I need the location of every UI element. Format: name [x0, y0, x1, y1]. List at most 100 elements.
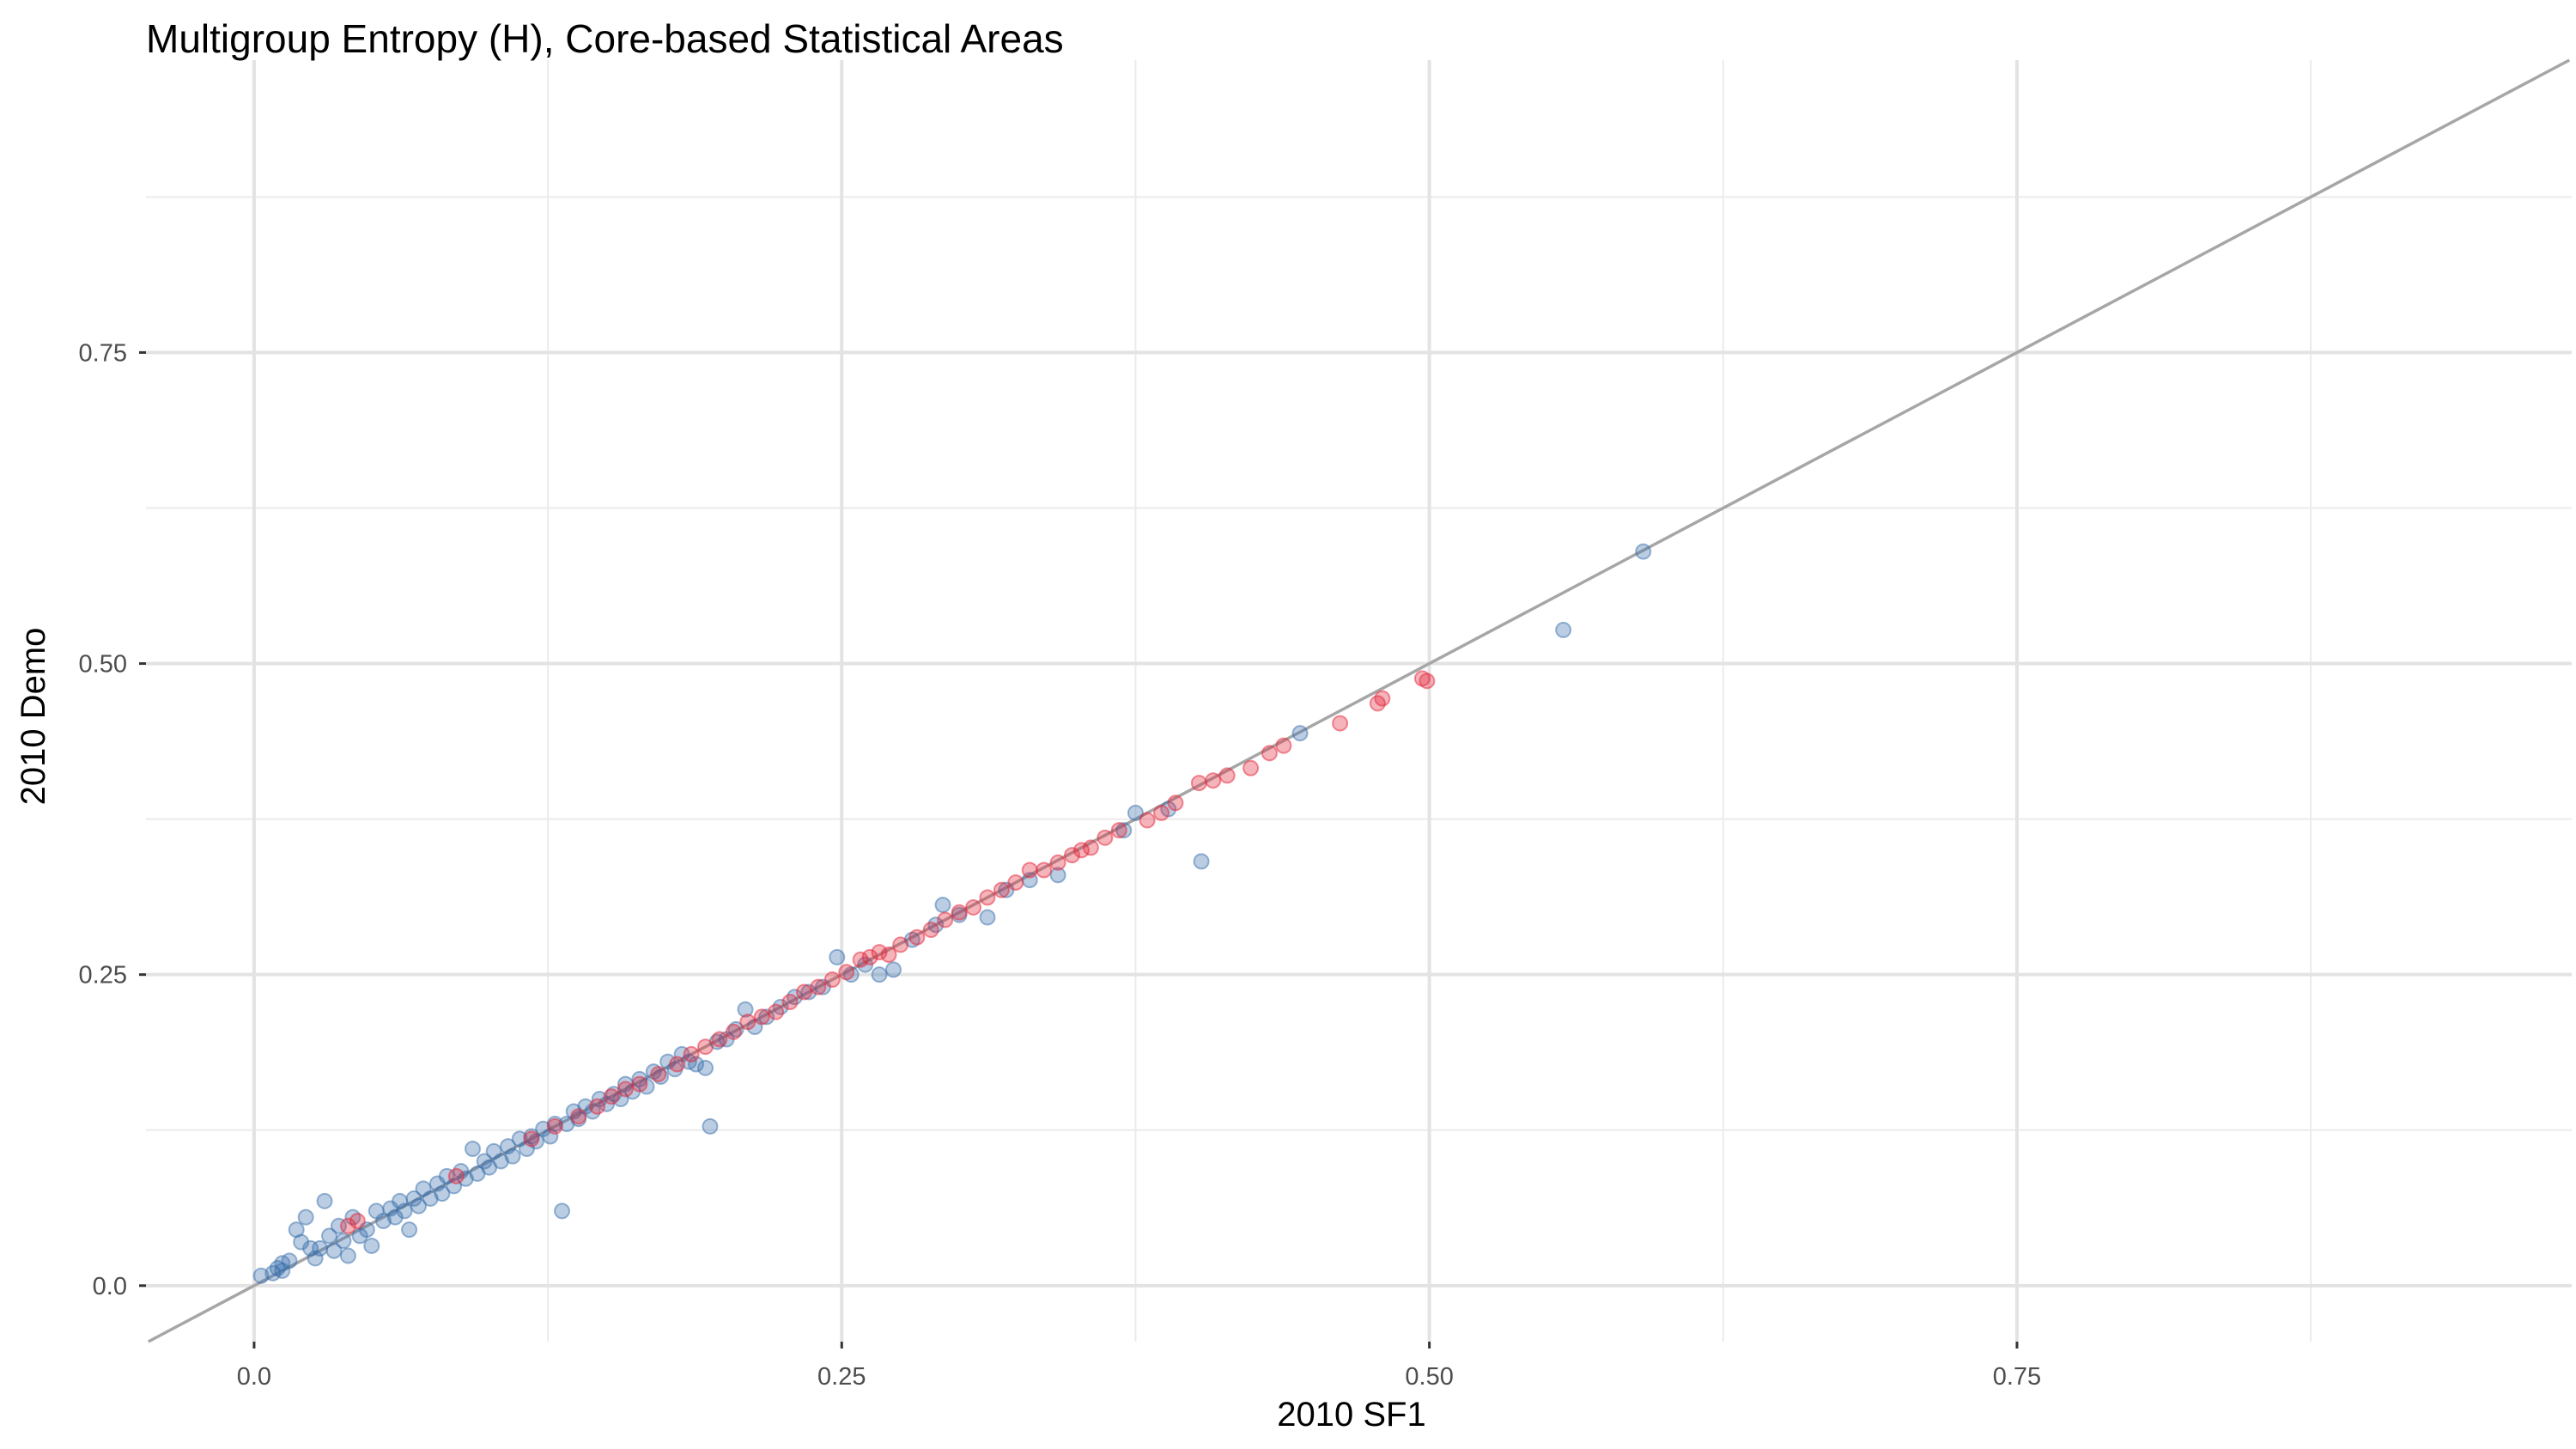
data-point-series-1: [1635, 543, 1652, 560]
data-point-series-2: [617, 1081, 634, 1098]
data-point-series-2: [1021, 861, 1038, 879]
data-point-series-2: [1153, 804, 1170, 821]
data-point-series-2: [768, 1003, 785, 1020]
data-point-series-2: [880, 947, 897, 964]
data-point-series-2: [683, 1045, 700, 1062]
identity-reference-line: [147, 58, 2571, 1343]
data-point-series-2: [523, 1130, 540, 1148]
data-point-series-1: [274, 1262, 291, 1279]
data-point-series-2: [951, 904, 968, 921]
data-point-series-2: [589, 1098, 606, 1115]
data-point-series-2: [725, 1023, 742, 1040]
data-point-series-2: [1190, 775, 1207, 792]
data-point-series-1: [325, 1242, 343, 1259]
data-point-series-2: [650, 1066, 667, 1083]
data-point-series-2: [1139, 812, 1156, 829]
data-point-series-2: [711, 1031, 728, 1048]
data-point-series-2: [546, 1117, 563, 1135]
data-point-series-2: [823, 971, 841, 988]
data-point-series-2: [1036, 861, 1053, 879]
data-point-series-2: [908, 928, 926, 946]
data-point-series-2: [753, 1008, 770, 1026]
data-point-series-2: [1049, 854, 1066, 871]
data-point-series-1: [1049, 867, 1066, 884]
data-point-series-2: [1218, 767, 1236, 784]
data-point-series-1: [297, 1209, 314, 1226]
data-point-series-1: [612, 1091, 629, 1108]
data-point-series-1: [884, 961, 902, 978]
data-point-series-2: [697, 1038, 714, 1056]
data-point-series-2: [838, 964, 855, 981]
data-point-series-2: [1064, 847, 1081, 864]
data-point-series-1: [1127, 804, 1144, 821]
data-point-series-1: [396, 1202, 413, 1220]
x-tick-label: 0.50: [1405, 1363, 1453, 1391]
data-point-series-1: [339, 1247, 356, 1264]
data-point-series-1: [446, 1178, 463, 1195]
data-point-series-1: [410, 1197, 428, 1215]
y-tick-label: 0.25: [79, 962, 127, 989]
data-point-series-1: [688, 1056, 705, 1073]
data-point-series-2: [1082, 839, 1099, 856]
y-tick-label: 0.0: [93, 1273, 127, 1300]
data-point-series-2: [1242, 759, 1260, 776]
data-point-series-2: [447, 1167, 465, 1184]
reference-line-layer: [147, 58, 2571, 1343]
data-point-series-1: [1115, 822, 1133, 839]
data-point-series-2: [570, 1108, 587, 1125]
data-point-series-2: [965, 898, 982, 916]
x-tick-label: 0.25: [817, 1363, 866, 1391]
data-point-series-1: [979, 909, 996, 926]
data-point-series-1: [504, 1148, 521, 1165]
data-point-series-1: [829, 948, 846, 965]
data-point-series-1: [252, 1267, 270, 1284]
data-point-series-1: [697, 1059, 714, 1076]
data-point-series-2: [892, 936, 909, 953]
data-point-series-2: [795, 983, 812, 1001]
data-points: [252, 543, 1652, 1284]
data-point-series-2: [1205, 772, 1222, 789]
data-point-series-2: [1097, 829, 1114, 846]
data-point-series-2: [1261, 745, 1278, 762]
data-point-series-2: [349, 1212, 366, 1229]
data-point-series-1: [934, 897, 951, 914]
data-point-series-1: [1193, 853, 1210, 870]
data-point-series-1: [434, 1185, 451, 1202]
data-point-series-1: [321, 1227, 338, 1245]
data-point-series-1: [1555, 621, 1572, 638]
data-point-series-2: [603, 1088, 620, 1105]
data-point-series-2: [631, 1075, 648, 1093]
data-point-series-1: [335, 1233, 352, 1250]
data-point-series-1: [727, 1020, 744, 1038]
data-point-series-2: [871, 944, 888, 961]
data-point-series-2: [781, 994, 799, 1011]
chart-title: Multigroup Entropy (H), Core-based Stati…: [146, 16, 1064, 61]
data-point-series-1: [1291, 725, 1309, 742]
data-point-series-1: [316, 1192, 333, 1209]
x-tick-label: 0.75: [1993, 1363, 2041, 1391]
data-point-series-1: [554, 1202, 571, 1220]
data-point-series-1: [871, 966, 888, 983]
data-point-series-1: [363, 1237, 380, 1254]
data-point-series-1: [500, 1138, 517, 1155]
axis-ticks: 0.0 0.25 0.50 0.75 0.0 0.25 0.50 0.75: [79, 339, 2042, 1391]
data-point-series-1: [800, 983, 817, 1001]
data-point-series-2: [979, 889, 996, 906]
data-point-series-2: [1332, 715, 1349, 732]
data-point-series-2: [852, 951, 869, 968]
x-axis-title: 2010 SF1: [1277, 1396, 1425, 1434]
data-point-series-1: [464, 1140, 481, 1157]
data-point-series-1: [737, 1001, 754, 1018]
data-point-series-2: [922, 922, 939, 939]
data-point-series-2: [1072, 842, 1090, 859]
y-tick-label: 0.75: [79, 339, 127, 367]
data-point-series-2: [739, 1014, 756, 1031]
data-point-series-2: [937, 911, 954, 928]
data-point-series-1: [652, 1068, 669, 1085]
data-point-series-2: [1110, 822, 1127, 839]
data-point-series-2: [861, 948, 878, 965]
data-point-series-1: [758, 1008, 775, 1026]
data-point-series-2: [1275, 737, 1292, 754]
